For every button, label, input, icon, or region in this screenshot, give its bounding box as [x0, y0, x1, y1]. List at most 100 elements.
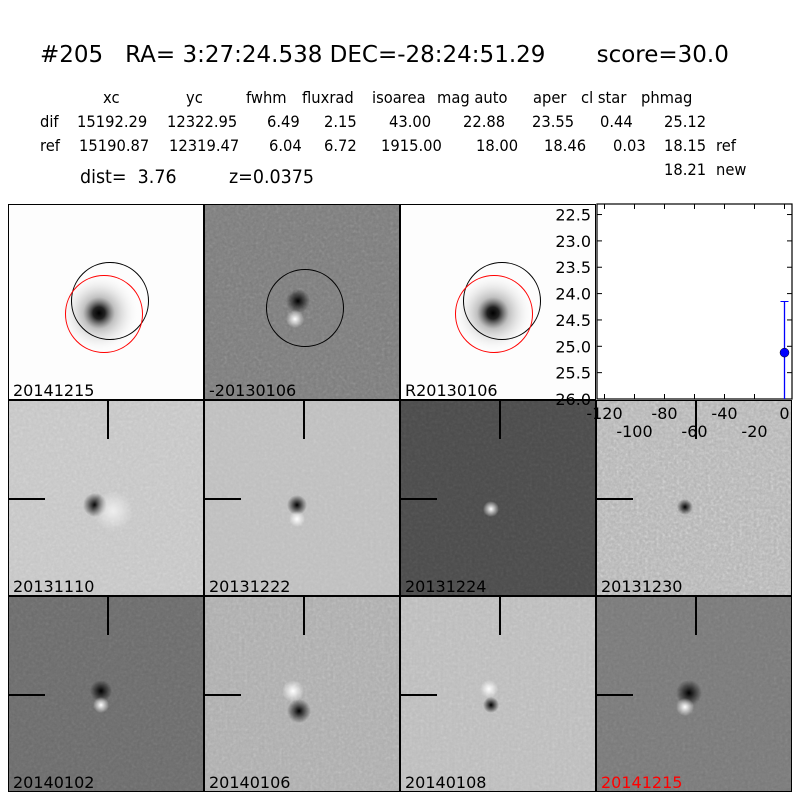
ref-position-circle — [455, 275, 533, 353]
table-cell: 25.12 — [664, 112, 707, 131]
table-cell: 0.44 — [600, 112, 633, 131]
y-tick-label: 26.0 — [555, 390, 591, 409]
source-blob — [480, 680, 498, 698]
crosshair-vertical — [499, 401, 501, 439]
stamp-date-label: R20130106 — [405, 381, 498, 400]
stamp-date-label: 20131230 — [601, 577, 683, 596]
image-stamp: 20141215 — [596, 596, 792, 792]
crosshair-vertical — [695, 401, 697, 439]
y-tick-label: 25.0 — [555, 337, 591, 356]
stamp-date-label: 20140102 — [13, 773, 95, 792]
table-cell: 6.72 — [324, 136, 357, 155]
x-tick-label: -80 — [651, 404, 677, 423]
table-cell: 18.15 — [664, 136, 707, 155]
table-cell: 6.49 — [267, 112, 300, 131]
column-header: yc — [186, 88, 203, 107]
x-tick-label: -40 — [711, 404, 737, 423]
table-cell: 23.55 — [532, 112, 575, 131]
crosshair-vertical — [303, 597, 305, 635]
crosshair-horizontal — [401, 694, 437, 696]
table-cell: 0.03 — [613, 136, 646, 155]
crosshair-horizontal — [9, 694, 45, 696]
page-title: #205 RA= 3:27:24.538 DEC=-28:24:51.29 sc… — [40, 42, 729, 68]
image-stamp: 20131222 — [204, 400, 400, 596]
column-header: cl star — [581, 88, 627, 107]
column-header: aper — [533, 88, 567, 107]
column-header: mag auto — [437, 88, 508, 107]
y-tick-label: 23.0 — [555, 232, 591, 251]
table-cell: 6.04 — [269, 136, 302, 155]
crosshair-horizontal — [401, 498, 437, 500]
source-blob — [483, 501, 499, 517]
x-tick-label: -100 — [616, 422, 652, 441]
stamp-date-label: 20131110 — [13, 577, 95, 596]
image-stamp: 20141215 — [8, 204, 204, 400]
table-cell: 18.46 — [544, 136, 587, 155]
row-label: ref — [40, 136, 60, 155]
distance: dist= 3.76 — [80, 166, 177, 188]
image-stamp: 20140108 — [400, 596, 596, 792]
source-blob — [289, 511, 305, 527]
y-tick-label: 25.5 — [555, 364, 591, 383]
source-blob — [287, 699, 311, 723]
stamp-date-label: 20140106 — [209, 773, 291, 792]
crosshair-vertical — [499, 597, 501, 635]
y-tick-label: 24.0 — [555, 285, 591, 304]
x-tick-label: 0 — [779, 404, 789, 423]
new-mag: 18.21 — [664, 160, 707, 179]
source-blob — [90, 680, 112, 702]
stamp-date-label: 20131224 — [405, 577, 487, 596]
crosshair-vertical — [107, 401, 109, 439]
crosshair-vertical — [695, 597, 697, 635]
redshift: z=0.0375 — [229, 166, 314, 188]
table-cell: 12322.95 — [167, 112, 238, 131]
stamp-date-label: 20140108 — [405, 773, 487, 792]
stamp-date-label: 20131222 — [209, 577, 291, 596]
table-cell: 2.15 — [324, 112, 357, 131]
x-tick-label: -20 — [741, 422, 767, 441]
column-header: fwhm — [246, 88, 287, 107]
stamp-date-label: 20141215 — [601, 773, 683, 792]
stamp-date-label: 20141215 — [13, 381, 95, 400]
crosshair-horizontal — [597, 694, 633, 696]
y-tick-label: 23.5 — [555, 258, 591, 277]
x-tick-label: -120 — [586, 404, 622, 423]
image-stamp: 20140106 — [204, 596, 400, 792]
stamp-image — [401, 401, 595, 595]
image-stamp: R20130106 — [400, 204, 596, 400]
ref-position-circle — [65, 275, 143, 353]
source-blob — [93, 491, 133, 531]
column-header: phmag — [641, 88, 693, 107]
column-header: isoarea — [372, 88, 426, 107]
crosshair-vertical — [107, 597, 109, 635]
x-tick-label: -60 — [681, 422, 707, 441]
table-cell: 12319.47 — [169, 136, 240, 155]
plot-area — [596, 203, 793, 400]
stamp-image — [9, 597, 203, 791]
crosshair-vertical — [303, 401, 305, 439]
stamp-date-label: -20130106 — [209, 381, 297, 400]
column-header: fluxrad — [302, 88, 354, 107]
table-cell: 22.88 — [463, 112, 506, 131]
row-label: dif — [40, 112, 59, 131]
column-header: xc — [103, 88, 120, 107]
crosshair-horizontal — [9, 498, 45, 500]
row-suffix: ref — [716, 136, 736, 155]
image-stamp: 20140102 — [8, 596, 204, 792]
y-tick-label: 22.5 — [555, 206, 591, 225]
image-stamp: 20131230 — [596, 400, 792, 596]
source-blob — [93, 697, 109, 713]
table-cell: 15190.87 — [79, 136, 150, 155]
data-point — [779, 347, 790, 358]
table-cell: 15192.29 — [77, 112, 148, 131]
source-blob — [483, 697, 499, 713]
source-blob — [677, 499, 693, 515]
table-cell: 18.00 — [476, 136, 519, 155]
image-stamp: 20131224 — [400, 400, 596, 596]
image-stamp: -20130106 — [204, 204, 400, 400]
y-tick-label: 24.5 — [555, 311, 591, 330]
crosshair-horizontal — [205, 498, 241, 500]
table-cell: 43.00 — [389, 112, 432, 131]
new-label: new — [716, 160, 747, 179]
crosshair-horizontal — [597, 498, 633, 500]
